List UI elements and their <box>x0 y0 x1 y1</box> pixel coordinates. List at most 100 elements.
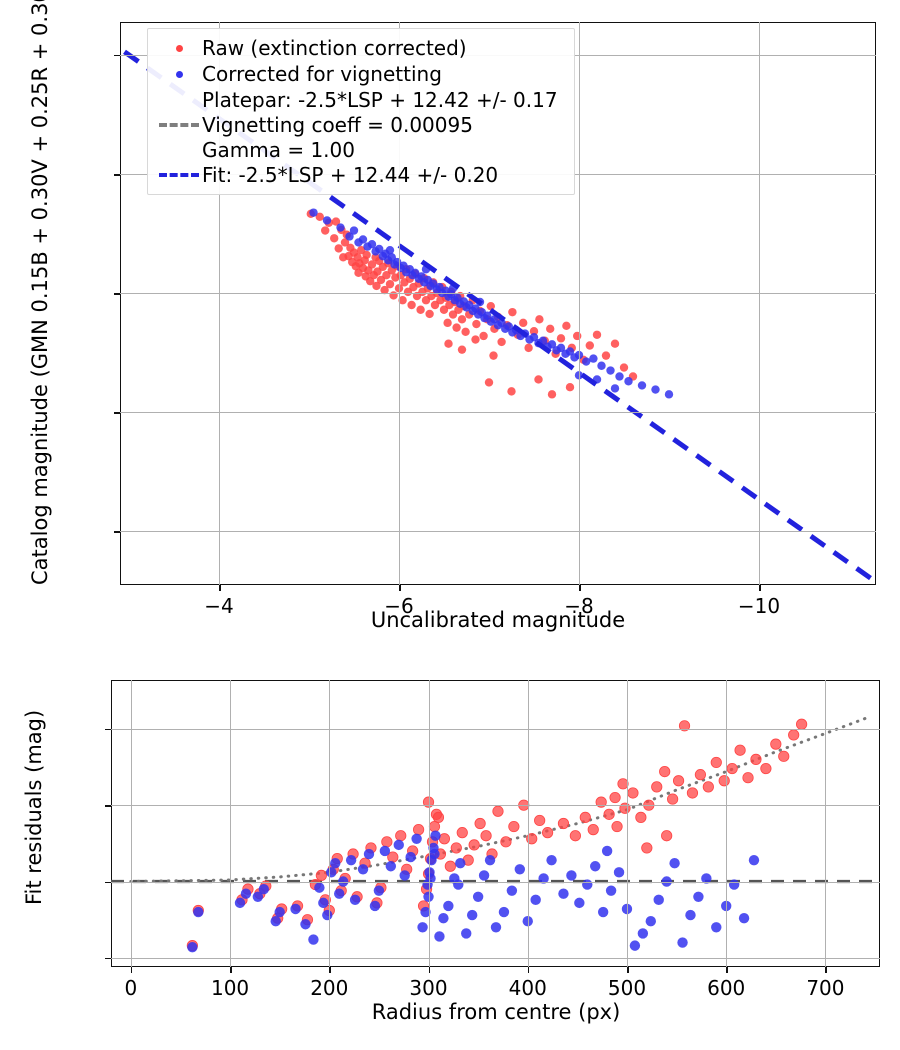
data-point <box>497 337 506 347</box>
gridline-horizontal <box>120 293 876 295</box>
gridline-vertical <box>626 680 628 967</box>
bottom-axes-frame <box>111 680 880 967</box>
legend-item-label: Gamma = 1.00 <box>202 137 355 162</box>
data-point <box>367 260 377 269</box>
data-point <box>412 824 425 836</box>
data-point <box>193 906 204 918</box>
data-point <box>308 934 319 945</box>
x-tick-mark <box>579 585 581 591</box>
x-tick-mark <box>626 967 629 973</box>
x-tick-label: 100 <box>210 976 250 1000</box>
data-point <box>385 245 395 255</box>
data-point <box>382 271 391 280</box>
data-point <box>290 903 301 915</box>
data-point <box>585 341 594 350</box>
data-point <box>579 811 591 823</box>
data-point <box>750 753 762 765</box>
data-point <box>641 842 653 854</box>
data-point <box>629 940 641 951</box>
legend-item-label: Fit: -2.5*LSP + 12.44 +/- 0.20 <box>202 163 499 187</box>
data-point <box>529 327 539 336</box>
legend: Raw (extinction corrected) Corrected for … <box>147 28 575 195</box>
data-point <box>595 796 607 808</box>
data-point <box>326 867 337 878</box>
x-tick-mark <box>428 967 431 973</box>
legend-item-label: Platepar: -2.5*LSP + 12.42 +/- 0.17 <box>202 87 558 112</box>
data-point <box>474 817 486 830</box>
data-point <box>443 900 454 912</box>
data-point <box>438 912 449 924</box>
data-point <box>566 870 577 881</box>
data-point <box>479 331 488 341</box>
data-point <box>461 327 470 336</box>
data-point <box>738 912 750 924</box>
data-point <box>686 787 699 799</box>
x-tick-label: 0 <box>124 976 138 1000</box>
legend-key-vignetting <box>156 122 202 127</box>
data-point <box>420 906 431 918</box>
data-point <box>748 854 760 866</box>
data-point <box>439 305 449 314</box>
data-point <box>322 216 332 225</box>
x-tick-mark <box>825 967 828 973</box>
data-point <box>651 385 660 394</box>
data-point <box>438 833 450 845</box>
data-point <box>334 244 343 253</box>
data-point <box>394 284 404 293</box>
data-point <box>349 226 359 235</box>
data-point <box>187 941 198 953</box>
data-point <box>590 861 601 872</box>
vignetting-model-line <box>129 715 872 884</box>
data-point <box>472 891 484 902</box>
data-point <box>336 223 345 232</box>
data-point <box>472 319 481 329</box>
data-point <box>399 261 408 270</box>
data-point <box>444 339 453 348</box>
y-tick-mark <box>105 728 111 731</box>
data-point <box>498 906 510 918</box>
data-point <box>606 366 615 375</box>
data-point <box>429 848 440 860</box>
data-point <box>558 888 569 899</box>
data-point <box>592 330 602 339</box>
data-point <box>452 323 461 332</box>
data-point <box>331 217 341 226</box>
data-point <box>541 827 554 839</box>
data-point <box>742 772 754 784</box>
data-point <box>393 839 404 851</box>
data-point <box>534 375 543 384</box>
data-point <box>486 301 495 311</box>
data-point <box>399 870 410 881</box>
data-point <box>461 928 472 939</box>
data-point <box>597 361 606 370</box>
data-point <box>677 937 688 948</box>
data-point <box>425 309 434 319</box>
data-point <box>546 324 555 334</box>
data-point <box>710 756 722 769</box>
data-point <box>490 922 502 933</box>
data-point <box>315 869 327 882</box>
gridline-vertical <box>825 680 827 967</box>
bottom-xaxis-title: Radius from centre (px) <box>371 1000 621 1024</box>
x-tick-label: 200 <box>310 976 349 1000</box>
data-point <box>314 882 325 893</box>
legend-item-label: Raw (extinction corrected) <box>202 36 467 60</box>
x-tick-label: 700 <box>806 976 845 1000</box>
legend-dash-blue-icon <box>159 173 199 177</box>
data-point <box>373 267 382 276</box>
legend-item: Vignetting coeff = 0.00095 <box>156 112 564 137</box>
x-tick-mark <box>329 967 331 973</box>
data-point <box>664 390 674 399</box>
data-point <box>425 873 436 884</box>
data-point <box>405 851 416 863</box>
y-tick-mark <box>114 173 120 176</box>
data-point <box>556 343 566 353</box>
bottom-yaxis-title: Fit residuals (mag) <box>22 709 46 905</box>
data-point <box>778 750 790 762</box>
data-point <box>529 332 539 342</box>
data-point <box>318 897 329 909</box>
data-point <box>569 830 581 842</box>
data-point <box>507 387 516 396</box>
